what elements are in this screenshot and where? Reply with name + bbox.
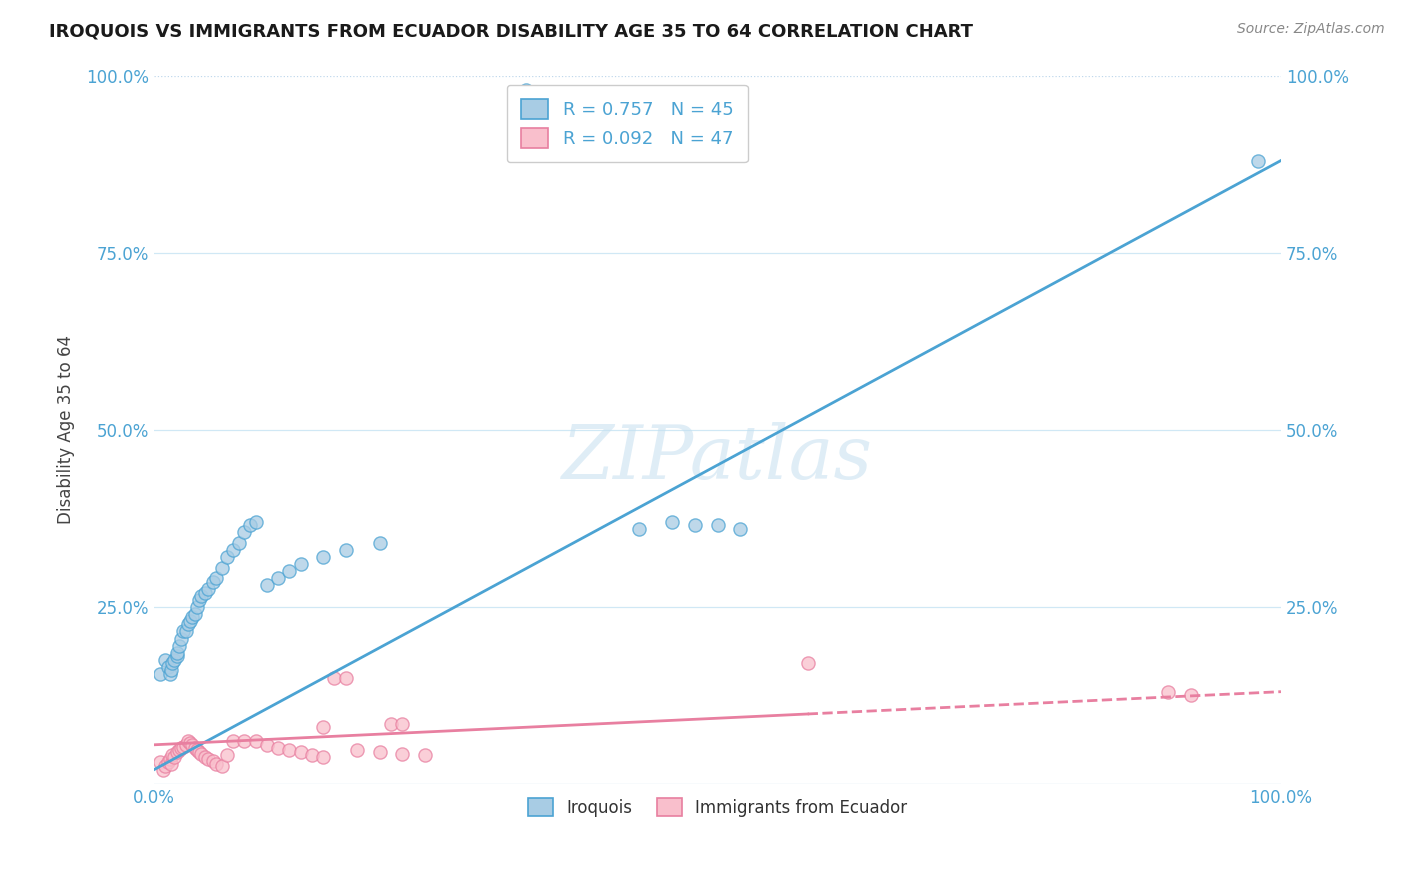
Point xyxy=(413,748,436,763)
Text: IROQUOIS VS IMMIGRANTS FROM ECUADOR DISABILITY AGE 35 TO 64 CORRELATION CHART: IROQUOIS VS IMMIGRANTS FROM ECUADOR DISA… xyxy=(49,22,973,40)
Point xyxy=(179,614,201,628)
Point xyxy=(312,550,335,565)
Point xyxy=(278,564,301,578)
Point xyxy=(152,763,174,777)
Point xyxy=(159,667,181,681)
Point xyxy=(728,522,751,536)
Point xyxy=(211,759,233,773)
Point xyxy=(267,741,290,756)
Point xyxy=(391,716,413,731)
Point xyxy=(205,571,228,585)
Point xyxy=(197,582,219,596)
Text: Source: ZipAtlas.com: Source: ZipAtlas.com xyxy=(1237,22,1385,37)
Point xyxy=(181,610,204,624)
Point xyxy=(245,734,267,748)
Point xyxy=(160,657,183,671)
Point xyxy=(183,607,205,621)
Point xyxy=(179,736,201,750)
Point xyxy=(188,592,211,607)
Point xyxy=(156,660,179,674)
Point xyxy=(167,639,190,653)
Point xyxy=(290,745,312,759)
Point xyxy=(190,747,212,761)
Point xyxy=(222,734,245,748)
Point xyxy=(170,632,193,646)
Point xyxy=(233,734,256,748)
Point xyxy=(312,749,335,764)
Point xyxy=(183,741,205,756)
Point xyxy=(194,749,217,764)
Point xyxy=(335,543,357,558)
Point xyxy=(172,624,194,639)
Point xyxy=(335,671,357,685)
Point xyxy=(661,515,683,529)
Point xyxy=(1157,684,1180,698)
Point xyxy=(197,752,219,766)
Point xyxy=(160,756,183,771)
Point xyxy=(163,749,186,764)
Point xyxy=(172,739,194,754)
Point xyxy=(323,671,346,685)
Point xyxy=(170,741,193,756)
Point xyxy=(278,743,301,757)
Point xyxy=(181,738,204,752)
Point xyxy=(256,738,278,752)
Point xyxy=(188,745,211,759)
Point xyxy=(205,756,228,771)
Point xyxy=(233,525,256,540)
Point xyxy=(368,536,391,550)
Point xyxy=(706,518,728,533)
Point xyxy=(174,738,197,752)
Point xyxy=(201,754,224,768)
Point xyxy=(190,589,212,603)
Point xyxy=(159,752,181,766)
Point xyxy=(796,657,818,671)
Point xyxy=(155,759,177,773)
Point xyxy=(222,543,245,558)
Point xyxy=(267,571,290,585)
Point xyxy=(217,748,239,763)
Point xyxy=(201,574,224,589)
Text: ZIPatlas: ZIPatlas xyxy=(562,422,873,494)
Point xyxy=(167,743,190,757)
Point xyxy=(217,550,239,565)
Point xyxy=(149,667,172,681)
Y-axis label: Disability Age 35 to 64: Disability Age 35 to 64 xyxy=(58,335,75,524)
Point xyxy=(166,745,188,759)
Point xyxy=(515,83,537,97)
Point xyxy=(163,653,186,667)
Point xyxy=(391,747,413,761)
Point xyxy=(301,748,323,763)
Point xyxy=(166,646,188,660)
Point xyxy=(155,653,177,667)
Point xyxy=(290,557,312,571)
Point xyxy=(256,578,278,592)
Point xyxy=(245,515,267,529)
Point xyxy=(211,560,233,574)
Point xyxy=(149,756,172,770)
Point xyxy=(166,649,188,664)
Point xyxy=(160,748,183,763)
Point xyxy=(160,664,183,678)
Point xyxy=(627,522,650,536)
Point xyxy=(174,624,197,639)
Point xyxy=(346,743,368,757)
Point xyxy=(380,716,402,731)
Point xyxy=(194,585,217,599)
Point xyxy=(177,734,200,748)
Point xyxy=(186,743,208,757)
Point xyxy=(156,756,179,770)
Point xyxy=(312,720,335,734)
Point xyxy=(368,745,391,759)
Point xyxy=(186,599,208,614)
Point xyxy=(177,617,200,632)
Point xyxy=(228,536,250,550)
Point xyxy=(1247,153,1270,168)
Point xyxy=(683,518,706,533)
Point xyxy=(239,518,262,533)
Legend: Iroquois, Immigrants from Ecuador: Iroquois, Immigrants from Ecuador xyxy=(519,790,915,825)
Point xyxy=(1180,688,1202,702)
